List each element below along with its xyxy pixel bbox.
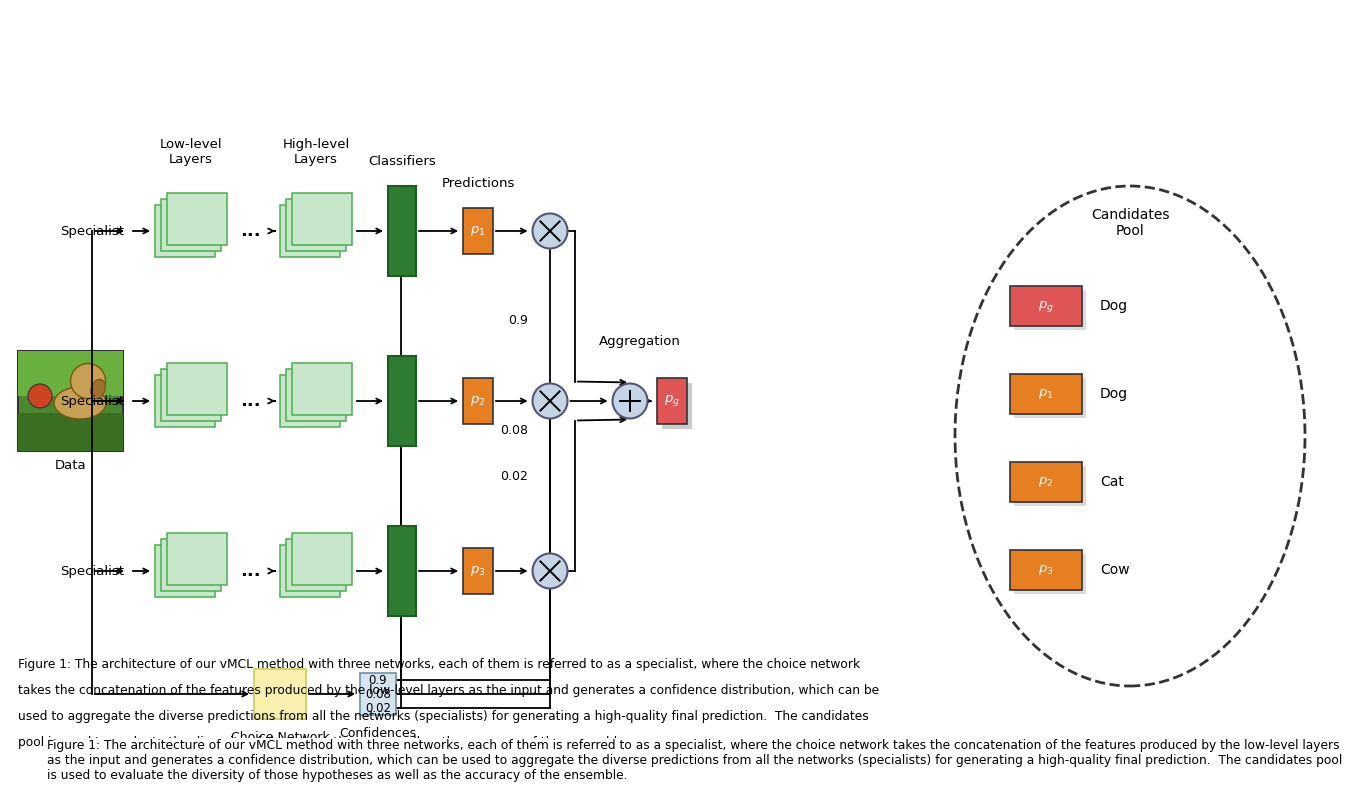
FancyBboxPatch shape xyxy=(18,351,123,451)
Text: Choice Network: Choice Network xyxy=(231,731,329,744)
Text: Specialist: Specialist xyxy=(59,395,124,407)
FancyBboxPatch shape xyxy=(167,193,227,245)
Text: $p_{3}$: $p_{3}$ xyxy=(470,564,486,578)
Text: $p_{1}$: $p_{1}$ xyxy=(1038,387,1054,401)
Text: Low-level
Layers: Low-level Layers xyxy=(159,138,223,166)
Text: Classifiers: Classifiers xyxy=(369,155,436,168)
FancyBboxPatch shape xyxy=(463,378,493,424)
Text: Confidences: Confidences xyxy=(339,727,417,740)
FancyBboxPatch shape xyxy=(292,363,352,415)
Text: 0.02: 0.02 xyxy=(500,469,528,483)
FancyBboxPatch shape xyxy=(1010,286,1081,326)
FancyBboxPatch shape xyxy=(155,205,215,257)
Text: $p_{2}$: $p_{2}$ xyxy=(1038,475,1054,489)
FancyBboxPatch shape xyxy=(387,186,416,276)
FancyBboxPatch shape xyxy=(1010,462,1081,502)
Circle shape xyxy=(532,214,567,248)
FancyBboxPatch shape xyxy=(279,205,340,257)
Text: $p_{1}$: $p_{1}$ xyxy=(470,224,486,238)
Text: Aggregation: Aggregation xyxy=(599,336,680,348)
FancyBboxPatch shape xyxy=(662,383,693,429)
Text: ...: ... xyxy=(240,562,261,580)
Ellipse shape xyxy=(54,387,107,419)
FancyBboxPatch shape xyxy=(286,369,346,421)
FancyBboxPatch shape xyxy=(286,199,346,251)
FancyBboxPatch shape xyxy=(18,351,123,396)
FancyBboxPatch shape xyxy=(279,375,340,427)
Text: 0.02: 0.02 xyxy=(364,701,391,714)
Text: 0.08: 0.08 xyxy=(500,424,528,438)
FancyBboxPatch shape xyxy=(292,533,352,585)
FancyBboxPatch shape xyxy=(254,669,306,719)
Circle shape xyxy=(28,384,53,408)
Circle shape xyxy=(532,384,567,418)
Circle shape xyxy=(70,363,105,399)
FancyBboxPatch shape xyxy=(286,539,346,591)
FancyBboxPatch shape xyxy=(292,193,352,245)
FancyBboxPatch shape xyxy=(1014,378,1085,418)
Text: takes the concatenation of the features produced by the low-level layers as the : takes the concatenation of the features … xyxy=(18,684,879,697)
Text: Cat: Cat xyxy=(1100,475,1123,489)
FancyBboxPatch shape xyxy=(279,545,340,597)
Circle shape xyxy=(532,553,567,589)
Text: Specialist: Specialist xyxy=(59,225,124,237)
FancyBboxPatch shape xyxy=(463,208,493,254)
Text: Dog: Dog xyxy=(1100,299,1129,313)
Text: 0.08: 0.08 xyxy=(364,688,391,700)
FancyBboxPatch shape xyxy=(161,199,221,251)
FancyBboxPatch shape xyxy=(1010,374,1081,414)
FancyBboxPatch shape xyxy=(657,378,687,424)
Text: $p_{g}$: $p_{g}$ xyxy=(1038,299,1054,314)
Text: 0.9: 0.9 xyxy=(369,674,387,686)
FancyBboxPatch shape xyxy=(161,369,221,421)
Text: $p_{3}$: $p_{3}$ xyxy=(1038,563,1054,577)
Text: pool is used to evaluate the diversity of those hypotheses as well as the accura: pool is used to evaluate the diversity o… xyxy=(18,736,629,749)
Text: Candidates
Pool: Candidates Pool xyxy=(1091,208,1169,238)
FancyBboxPatch shape xyxy=(1014,554,1085,594)
Text: $p_{g}$: $p_{g}$ xyxy=(664,394,680,409)
Text: High-level
Layers: High-level Layers xyxy=(282,138,350,166)
FancyBboxPatch shape xyxy=(18,413,123,451)
FancyBboxPatch shape xyxy=(167,363,227,415)
Circle shape xyxy=(613,384,648,418)
FancyBboxPatch shape xyxy=(387,356,416,446)
Ellipse shape xyxy=(90,380,105,399)
Text: Dog: Dog xyxy=(1100,387,1129,401)
FancyBboxPatch shape xyxy=(155,545,215,597)
Ellipse shape xyxy=(954,186,1305,686)
Text: Figure 1: The architecture of our vMCL method with three networks, each of them : Figure 1: The architecture of our vMCL m… xyxy=(47,739,1342,782)
Text: Figure 1: The architecture of our vMCL method with three networks, each of them : Figure 1: The architecture of our vMCL m… xyxy=(18,658,860,671)
FancyBboxPatch shape xyxy=(155,375,215,427)
Text: Specialist: Specialist xyxy=(59,564,124,578)
FancyBboxPatch shape xyxy=(167,533,227,585)
Text: Data: Data xyxy=(55,459,86,472)
Text: ...: ... xyxy=(240,392,261,410)
Text: $p_{2}$: $p_{2}$ xyxy=(470,394,486,408)
Text: 0.9: 0.9 xyxy=(508,314,528,328)
Text: Predictions: Predictions xyxy=(441,177,514,190)
Text: Cow: Cow xyxy=(1100,563,1130,577)
FancyBboxPatch shape xyxy=(360,673,396,715)
FancyBboxPatch shape xyxy=(161,539,221,591)
FancyBboxPatch shape xyxy=(1010,550,1081,590)
Text: used to aggregate the diverse predictions from all the networks (specialists) fo: used to aggregate the diverse prediction… xyxy=(18,710,869,723)
FancyBboxPatch shape xyxy=(463,548,493,594)
FancyBboxPatch shape xyxy=(1014,466,1085,506)
Text: ...: ... xyxy=(240,222,261,240)
FancyBboxPatch shape xyxy=(387,526,416,616)
FancyBboxPatch shape xyxy=(1014,290,1085,330)
